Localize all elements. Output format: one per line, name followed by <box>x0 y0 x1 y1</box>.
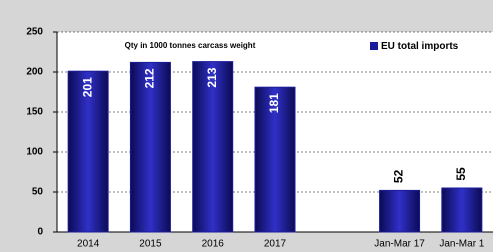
data-label: 201 <box>80 77 94 97</box>
y-tick-label: 250 <box>26 27 43 38</box>
data-label: 181 <box>267 93 281 113</box>
chart-subtitle: Qty in 1000 tonnes carcass weight <box>125 41 256 50</box>
y-tick-label: 0 <box>37 227 43 238</box>
data-label: 55 <box>454 167 468 181</box>
data-label: 212 <box>143 68 157 88</box>
x-tick-label: Jan-Mar 1 <box>439 239 484 250</box>
page: {"chart_data": {"type": "bar", "subtitle… <box>0 0 493 252</box>
x-tick-label: Jan-Mar 17 <box>374 239 425 250</box>
chart: Qty in 1000 tonnes carcass weight 0 50 100… <box>0 0 493 252</box>
data-label: 52 <box>392 169 406 183</box>
x-tick-label: 2017 <box>264 239 287 250</box>
legend-swatch <box>370 42 378 50</box>
x-tick-label: 2014 <box>77 239 100 250</box>
y-tick-label: 50 <box>32 187 44 198</box>
bar <box>442 188 482 232</box>
y-tick-label: 150 <box>26 107 43 118</box>
y-tick-label: 200 <box>26 67 43 78</box>
bar <box>380 190 420 232</box>
data-label: 213 <box>205 67 219 87</box>
y-tick-label: 100 <box>26 147 43 158</box>
x-tick-label: 2015 <box>139 239 162 250</box>
legend-label: EU total imports <box>381 41 459 52</box>
x-tick-label: 2016 <box>202 239 225 250</box>
